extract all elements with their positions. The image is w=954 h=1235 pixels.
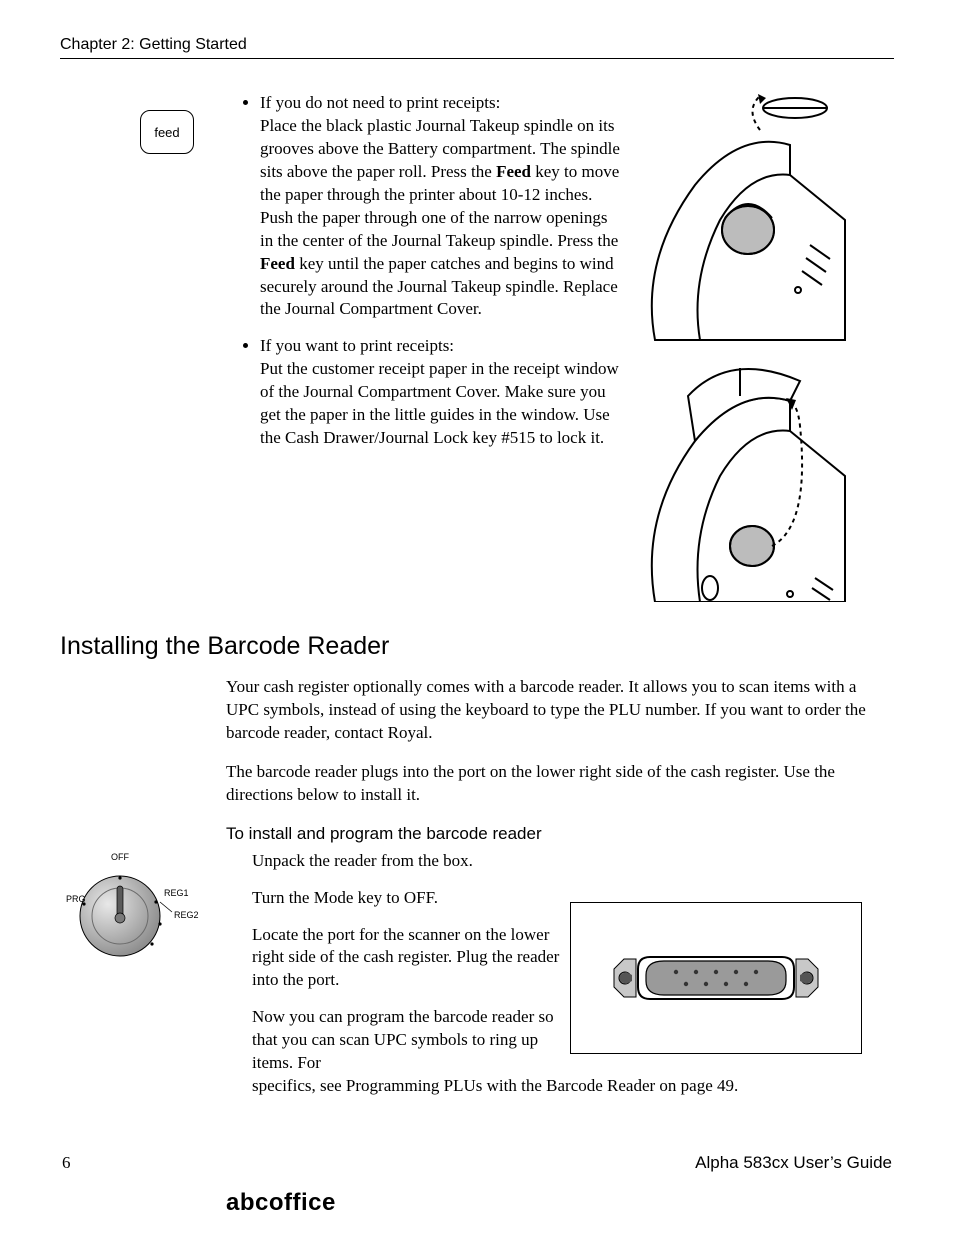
printer-cover-diagram	[640, 356, 870, 602]
page: Chapter 2: Getting Started feed If you d…	[0, 0, 954, 1235]
serial-port-diagram	[570, 902, 862, 1054]
bullet-item: If you do not need to print receipts: Pl…	[260, 92, 622, 321]
section-subheading: To install and program the barcode reade…	[226, 823, 866, 846]
step: Unpack the reader from the box.	[252, 850, 866, 873]
bullet-lead: If you want to print receipts:	[260, 335, 622, 358]
feed-key-icon: feed	[140, 110, 194, 154]
printer-spindle-diagram	[640, 90, 870, 350]
section-paragraph: Your cash register optionally comes with…	[226, 676, 866, 745]
feed-key-label: feed	[154, 125, 179, 140]
chapter-header: Chapter 2: Getting Started	[60, 36, 894, 59]
feed-bold: Feed	[496, 162, 531, 181]
bullet-body: Place the black plastic Journal Takeup s…	[260, 115, 622, 321]
dial-label-prg: PRG	[66, 894, 86, 904]
step: Locate the port for the scanner on the l…	[252, 924, 562, 993]
mode-dial-diagram: OFF PRG REG1 REG2	[60, 846, 200, 966]
section-heading: Installing the Barcode Reader	[60, 632, 389, 661]
guide-title: Alpha 583cx User’s Guide	[695, 1153, 892, 1173]
text-run: key until the paper catches and begins t…	[260, 254, 618, 319]
dial-label-reg2: REG2	[174, 910, 199, 920]
body-column: If you do not need to print receipts: Pl…	[242, 92, 622, 464]
dial-label-off: OFF	[111, 852, 129, 862]
bullet-item: If you want to print receipts: Put the c…	[260, 335, 622, 450]
feed-bold: Feed	[260, 254, 295, 273]
bullet-lead: If you do not need to print receipts:	[260, 92, 622, 115]
brand-logo: abcoffice	[226, 1189, 336, 1217]
section-paragraph: The barcode reader plugs into the port o…	[226, 761, 866, 807]
bullet-list: If you do not need to print receipts: Pl…	[242, 92, 622, 450]
dial-label-reg1: REG1	[164, 888, 189, 898]
bullet-body: Put the customer receipt paper in the re…	[260, 358, 622, 450]
page-number: 6	[62, 1153, 71, 1173]
